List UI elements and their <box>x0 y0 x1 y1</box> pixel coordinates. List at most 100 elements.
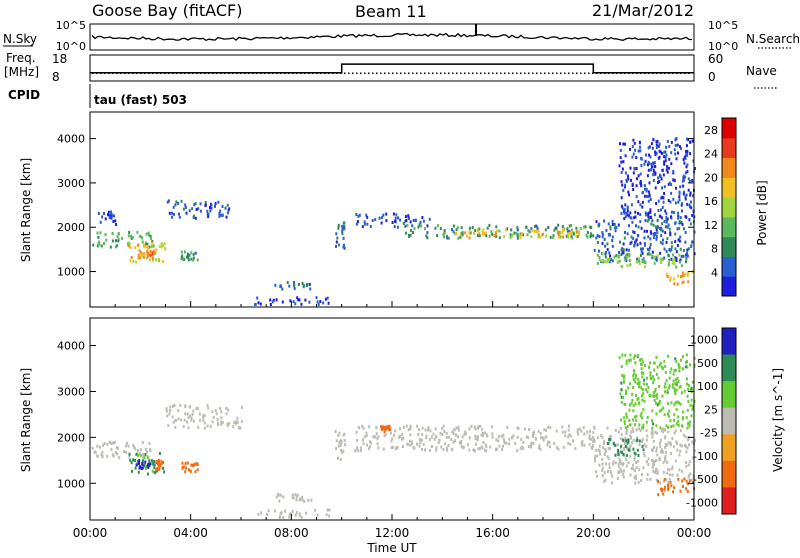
cpid-label: CPID <box>8 88 40 102</box>
heatmap-cell-power <box>608 251 611 255</box>
heatmap-cell-velocity <box>664 428 667 432</box>
heatmap-cell-power <box>665 212 668 215</box>
heatmap-cell-velocity <box>232 425 235 429</box>
heatmap-cell-power <box>498 229 501 233</box>
heatmap-cell-power <box>151 240 154 244</box>
heatmap-cell-velocity <box>194 470 197 474</box>
heatmap-cell-power <box>606 248 609 252</box>
heatmap-cell-velocity <box>642 448 645 452</box>
heatmap-cell-velocity <box>240 420 243 423</box>
heatmap-cell-power <box>675 157 678 161</box>
heatmap-cell-velocity <box>192 419 195 423</box>
heatmap-cell-power <box>633 231 636 234</box>
heatmap-cell-velocity <box>326 508 329 512</box>
heatmap-cell-velocity <box>651 459 653 462</box>
heatmap-cell-velocity <box>500 434 503 438</box>
heatmap-cell-power <box>631 220 634 224</box>
heatmap-cell-velocity <box>110 447 113 451</box>
heatmap-cell-power <box>640 184 643 188</box>
heatmap-cell-velocity <box>163 470 166 474</box>
colorbar-swatch <box>722 487 736 515</box>
heatmap-cell-power <box>661 242 664 246</box>
heatmap-cell-power <box>679 235 682 239</box>
heatmap-cell-power <box>418 223 421 227</box>
heatmap-cell-power <box>625 256 628 260</box>
heatmap-cell-power <box>335 240 338 244</box>
heatmap-cell-power <box>660 177 663 181</box>
heatmap-cell-power <box>649 237 652 241</box>
heatmap-cell-power <box>137 256 140 260</box>
heatmap-cell-velocity <box>149 448 152 452</box>
heatmap-cell-velocity <box>657 376 660 380</box>
heatmap-cell-velocity <box>167 424 170 428</box>
heatmap-cell-power <box>623 236 626 240</box>
heatmap-cell-velocity <box>443 430 446 433</box>
heatmap-cell-power <box>627 248 630 252</box>
heatmap-cell-velocity <box>413 446 416 450</box>
heatmap-cell-power <box>686 273 689 277</box>
heatmap-cell-power <box>578 233 581 237</box>
heatmap-cell-velocity <box>530 441 533 445</box>
heatmap-cell-power <box>680 264 683 268</box>
heatmap-cell-velocity <box>418 444 421 448</box>
heatmap-cell-velocity <box>495 438 498 442</box>
heatmap-cell-velocity <box>144 460 147 464</box>
heatmap-cell-velocity <box>667 412 669 416</box>
heatmap-cell-power <box>653 255 656 259</box>
heatmap-cell-velocity <box>401 437 404 441</box>
heatmap-cell-power <box>341 232 344 236</box>
heatmap-cell-power <box>146 250 149 254</box>
heatmap-cell-velocity <box>612 442 615 446</box>
heatmap-cell-velocity <box>583 432 586 436</box>
heatmap-cell-power <box>609 225 612 229</box>
heatmap-cell-velocity <box>640 367 643 371</box>
heatmap-cell-power <box>589 232 592 236</box>
heatmap-cell-velocity <box>530 445 533 449</box>
heatmap-cell-velocity <box>691 407 694 411</box>
time-axis-title: Time UT <box>366 541 417 554</box>
heatmap-cell-power <box>598 256 601 259</box>
heatmap-cell-velocity <box>485 445 488 449</box>
heatmap-cell-velocity <box>598 449 601 453</box>
heatmap-cell-power <box>161 260 164 264</box>
heatmap-cell-velocity <box>409 433 412 437</box>
heatmap-cell-power <box>396 225 399 229</box>
heatmap-cell-power <box>657 156 660 160</box>
heatmap-cell-power <box>649 230 652 234</box>
heatmap-cell-power <box>673 282 676 286</box>
heatmap-cell-power <box>575 226 578 230</box>
heatmap-cell-velocity <box>202 418 205 422</box>
colorbar-tick-label: 16 <box>704 195 718 208</box>
heatmap-cell-velocity <box>225 412 228 416</box>
heatmap-cell-power <box>635 184 638 188</box>
heatmap-cell-power <box>141 240 144 244</box>
heatmap-cell-velocity <box>605 449 607 453</box>
heatmap-cell-velocity <box>128 455 131 459</box>
heatmap-cell-power <box>109 245 112 249</box>
heatmap-cell-velocity <box>152 462 155 466</box>
heatmap-cell-velocity <box>355 430 358 434</box>
heatmap-cell-power <box>516 226 519 230</box>
heatmap-cell-velocity <box>384 427 387 431</box>
heatmap-cell-velocity <box>485 449 488 453</box>
nave-right-label: Nave <box>746 64 777 78</box>
heatmap-cell-velocity <box>508 437 511 441</box>
heatmap-cell-velocity <box>603 479 606 483</box>
heatmap-cell-power <box>210 203 213 207</box>
heatmap-cell-power <box>578 230 581 234</box>
heatmap-cell-power <box>405 219 408 222</box>
freq-panel-frame <box>89 54 695 82</box>
heatmap-cell-power <box>471 226 474 229</box>
heatmap-cell-power <box>625 211 628 215</box>
heatmap-cell-velocity <box>435 435 438 439</box>
heatmap-cell-velocity <box>643 454 646 458</box>
time-tick-label: 04:00 <box>173 526 208 540</box>
heatmap-cell-power <box>271 300 274 304</box>
heatmap-cell-power <box>92 243 95 247</box>
heatmap-cell-power <box>121 236 124 240</box>
heatmap-cell-velocity <box>463 433 466 436</box>
heatmap-cell-power <box>676 227 679 231</box>
heatmap-cell-velocity <box>422 442 425 446</box>
heatmap-cell-velocity <box>676 422 678 426</box>
heatmap-cell-power <box>682 190 685 194</box>
